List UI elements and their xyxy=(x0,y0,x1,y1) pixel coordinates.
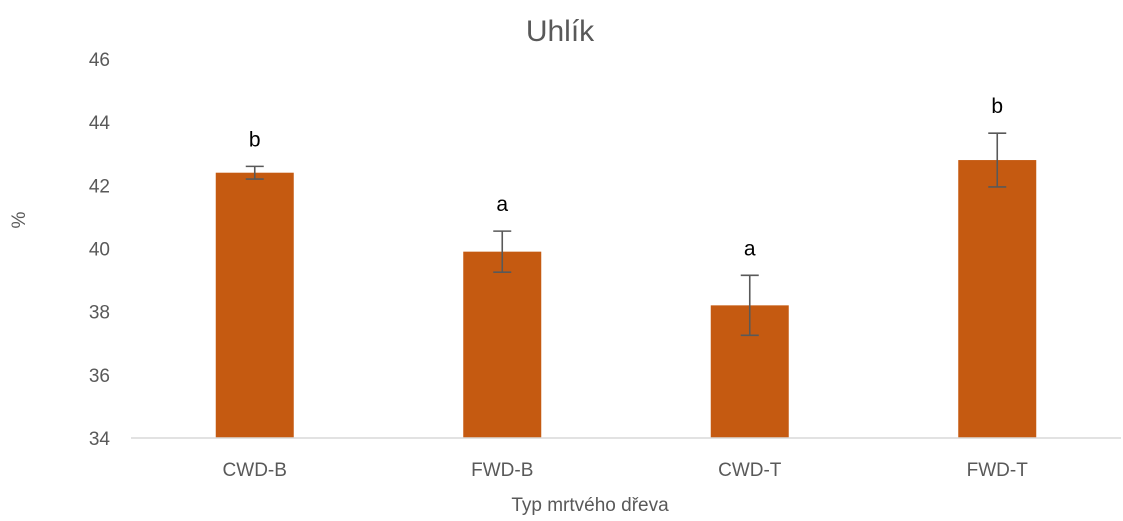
error-bar xyxy=(493,230,512,273)
bars-group xyxy=(215,160,1037,439)
significance-labels-group: b a a b xyxy=(249,95,1003,260)
chart-title: Uhlík xyxy=(526,15,595,48)
x-axis-label: Typ mrtvého dřeva xyxy=(511,495,669,516)
x-tick-label: CWD-B xyxy=(223,460,287,481)
y-tick-label: 44 xyxy=(89,113,111,134)
y-tick-label: 46 xyxy=(89,50,110,71)
bar-cwd-b xyxy=(215,172,294,438)
y-tick-label: 38 xyxy=(89,303,110,324)
y-axis-ticks: 34 36 38 40 42 44 46 xyxy=(89,50,111,450)
significance-label: b xyxy=(249,128,261,151)
y-axis-label: % xyxy=(9,211,30,228)
error-bar xyxy=(988,132,1007,188)
x-tick-label: FWD-B xyxy=(471,460,533,481)
y-tick-label: 42 xyxy=(89,176,110,197)
x-tick-label: CWD-T xyxy=(718,460,782,481)
x-axis-ticks: CWD-B FWD-B CWD-T FWD-T xyxy=(223,460,1029,481)
error-bars-group xyxy=(245,132,1007,337)
significance-label: b xyxy=(991,95,1003,118)
bar-fwd-b xyxy=(463,251,542,438)
significance-label: a xyxy=(744,237,756,260)
x-tick-label: FWD-T xyxy=(967,460,1029,481)
error-bar xyxy=(740,274,759,337)
y-tick-label: 34 xyxy=(89,429,111,450)
bar-fwd-t xyxy=(958,160,1037,439)
significance-label: a xyxy=(496,193,508,216)
y-tick-label: 40 xyxy=(89,240,110,261)
error-bar xyxy=(245,165,264,180)
y-tick-label: 36 xyxy=(89,366,110,387)
